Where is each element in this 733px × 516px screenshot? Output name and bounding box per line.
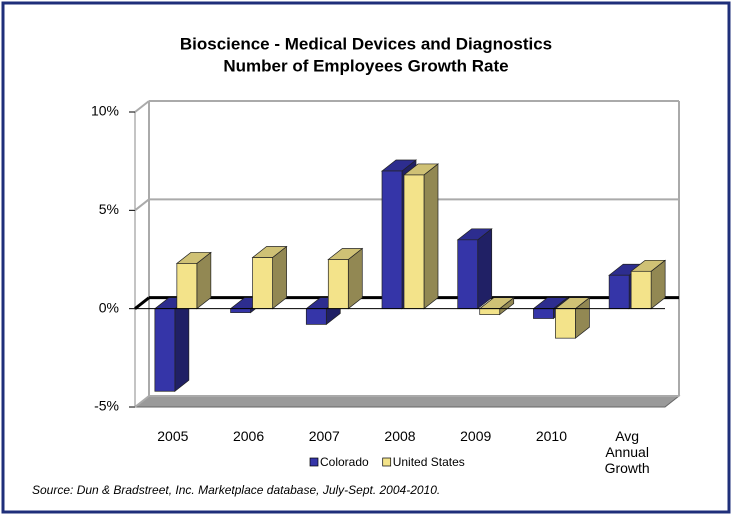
x-tick-label: 2005 — [157, 428, 189, 444]
bar-front — [479, 308, 501, 315]
grid-line — [134, 395, 150, 408]
bar-front — [457, 239, 479, 310]
x-tick-label: 2009 — [460, 428, 492, 444]
grid-line — [134, 100, 150, 113]
legend-label: United States — [393, 455, 465, 469]
bar-front — [533, 308, 554, 319]
y-tick-label: 10% — [91, 103, 119, 119]
bar — [251, 245, 288, 310]
bar — [402, 163, 440, 310]
y-tick-label: 5% — [99, 201, 119, 217]
bar-front — [381, 170, 403, 310]
y-tick-label: 0% — [99, 299, 119, 315]
bar — [630, 259, 667, 310]
bar-front — [403, 174, 425, 310]
bar — [175, 251, 212, 310]
bar-front — [305, 308, 327, 325]
grid-line — [134, 296, 150, 310]
legend-label: Colorado — [320, 455, 369, 469]
source-note: Source: Dun & Bradstreet, Inc. Marketpla… — [32, 483, 440, 497]
bar-side — [477, 228, 493, 310]
legend-swatch — [382, 457, 392, 467]
bar-front — [555, 308, 576, 339]
x-tick-label: 2010 — [535, 428, 567, 444]
bar-front — [230, 308, 251, 313]
x-tick-label: 2006 — [232, 428, 265, 444]
chart-title: Bioscience - Medical Devices and Diagnos… — [180, 34, 552, 53]
bar — [327, 247, 364, 310]
chart-title: Number of Employees Growth Rate — [223, 56, 508, 75]
x-tick-label: Avg Annual Growth — [604, 428, 650, 476]
bar-front — [327, 259, 349, 310]
x-tick-label: 2008 — [384, 428, 416, 444]
grid-line — [134, 198, 150, 212]
bar — [456, 228, 493, 310]
bar — [554, 296, 591, 339]
bar-front — [176, 263, 198, 310]
bar-side — [174, 296, 190, 392]
floor — [133, 395, 681, 408]
bar-front — [608, 274, 630, 310]
bar-front — [154, 308, 176, 392]
y-tick-label: -5% — [94, 398, 119, 414]
legend-swatch — [309, 457, 319, 467]
bar-front — [630, 270, 652, 310]
bar-front — [252, 257, 273, 310]
bar-side — [423, 163, 439, 310]
x-tick-label: 2007 — [308, 428, 340, 444]
bar — [153, 296, 190, 392]
